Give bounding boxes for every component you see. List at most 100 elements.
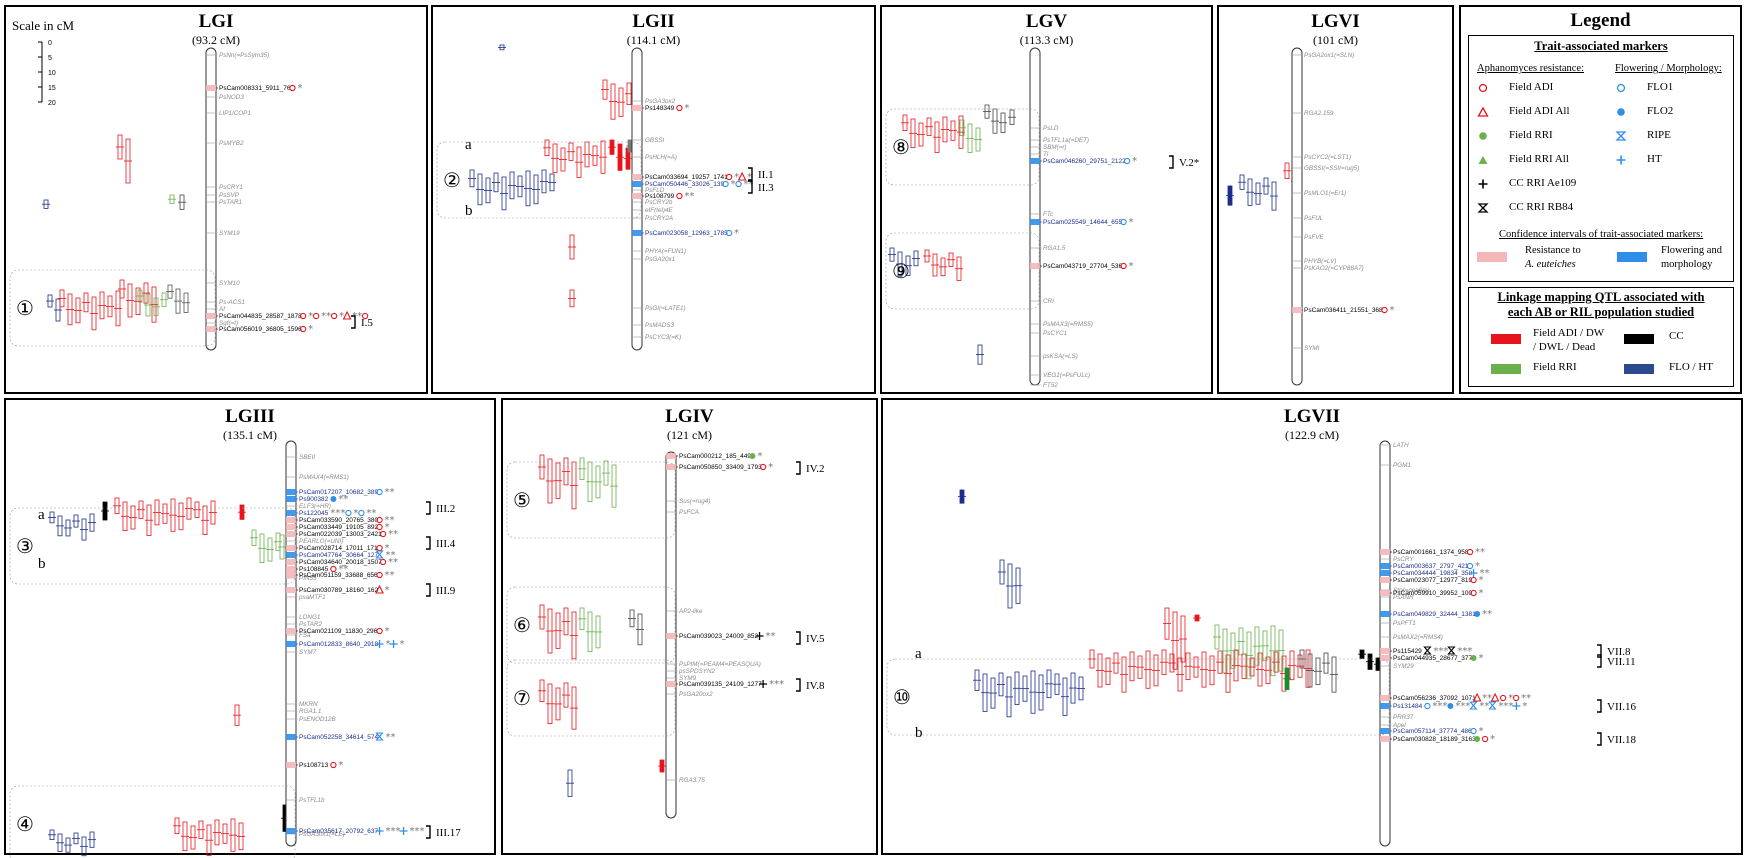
field-adi-marker — [1481, 735, 1489, 743]
significance-star: * — [1484, 701, 1489, 712]
gene-label: PsMYB2 — [219, 140, 244, 147]
gene-label: PsFVE — [1304, 234, 1324, 241]
field-rri-marker — [1474, 736, 1481, 742]
lgvi-title: LGVI — [1311, 11, 1360, 32]
marker-ci — [1380, 563, 1390, 569]
marker-label: Ps108713 — [299, 762, 329, 769]
cc-rri-rb84-hourglass-icon — [1477, 203, 1489, 213]
qtl-bracket — [1169, 155, 1174, 169]
field-adi-marker — [289, 84, 296, 92]
qtl-cc-swatch — [1624, 334, 1654, 344]
qtl-bracket — [426, 536, 431, 550]
marker-ci — [666, 453, 676, 459]
gene-label: SYM9 — [679, 675, 697, 682]
significance-star: * — [1390, 305, 1395, 316]
significance-star: * — [769, 679, 774, 690]
significance-star: * — [1465, 701, 1470, 712]
marker-label: Ps108845 — [299, 566, 329, 573]
group-lgi: PsNn(=PsSym35) PsNOD3 LIP1/COP1 PsMYB2 PsCRY… — [9, 47, 373, 351]
gene-label: Ps-ACS1 — [219, 299, 245, 306]
gene-label: PsFCA — [679, 509, 699, 516]
marker-label: PsCam039135_24109_1277 — [679, 681, 762, 688]
qtl-flo-ht-label: FLO / HT — [1669, 361, 1713, 373]
hourglass-marker — [1447, 646, 1456, 655]
qtl-label: VII.18 — [1607, 734, 1637, 746]
legend-field-adi: Field ADI — [1509, 81, 1554, 93]
marker-label: PsCam022039_13003_2421 — [299, 531, 382, 538]
gene-label: PsFUL — [1304, 215, 1324, 222]
field-adi-marker — [1120, 218, 1127, 226]
significance-star: * — [335, 508, 340, 519]
significance-star: * — [388, 557, 393, 568]
qtl-bracket — [748, 180, 753, 194]
gene-label: FT52 — [1043, 382, 1058, 389]
significance-star: * — [1503, 701, 1508, 712]
significance-star: * — [391, 550, 396, 561]
haplotype-region — [506, 586, 676, 664]
plus-marker — [399, 827, 408, 835]
gene-label: AP2-like — [678, 608, 703, 615]
significance-star: * — [757, 451, 762, 462]
scale-tick-label: 20 — [48, 100, 56, 107]
significance-star: * — [385, 585, 390, 596]
gene-label: PsLD — [1043, 125, 1059, 132]
significance-star: * — [385, 543, 390, 554]
haplotype-region — [9, 269, 216, 347]
gene-label: LONG1 — [299, 614, 320, 621]
field-adi-marker — [379, 530, 387, 538]
qtl-bracket — [796, 678, 801, 692]
significance-star: * — [1526, 693, 1531, 704]
field-rri-marker — [330, 496, 337, 502]
gene-label: RGA2.159 — [1304, 110, 1334, 117]
qtl-label: V.2* — [1179, 157, 1199, 169]
marker-label: PsCam049829_32444_1381 — [1393, 611, 1476, 618]
field-adi-marker — [735, 180, 742, 188]
hourglass-marker — [1423, 646, 1432, 655]
marker-ci — [286, 828, 296, 834]
field-adi-marker — [299, 325, 307, 333]
group-lgiv: Sus(=rug4) PsFCA AP2-like PsPIM(=PEAM4=PEAS… — [506, 451, 825, 819]
chromosome-lgvii — [1379, 440, 1391, 847]
marker-ci — [632, 230, 642, 236]
marker-ci — [286, 641, 296, 647]
field-adi-marker — [330, 312, 338, 320]
subregion-label: b — [465, 203, 473, 219]
marker-label: PsCam059910_39952_100 — [1393, 590, 1473, 597]
gene-label: PsNn(=PsSym35) — [219, 52, 269, 59]
significance-star: * — [1479, 575, 1484, 586]
marker-label: PsCam021109_11830_296 — [299, 628, 378, 635]
field-adi-marker — [1466, 548, 1474, 556]
gene-label: CRI — [1043, 298, 1054, 305]
gene-label: psaMTF1 — [298, 594, 326, 601]
significance-star: * — [386, 732, 391, 743]
marker-label: PsCam052258_34614_574 — [299, 734, 379, 741]
scale-tick-label: 0 — [48, 40, 52, 47]
subregion-label: a — [465, 137, 472, 153]
qtl-bracket — [426, 583, 431, 597]
significance-star: * — [1475, 547, 1480, 558]
marker-ci — [1380, 703, 1390, 709]
significance-star: * — [386, 826, 391, 837]
marker-label: PsCam028714_17011_171 — [299, 545, 378, 552]
marker-label: Ps122045 — [299, 510, 329, 517]
significance-star: * — [400, 639, 405, 650]
region-number: ⑥ — [513, 613, 531, 637]
marker-label: PsCam056236_37092_1071 — [1393, 695, 1476, 702]
gene-label: VEG1(=PsFULc) — [1043, 372, 1090, 379]
gene-label: Sgf(=I) — [219, 320, 238, 327]
marker-ci — [286, 517, 296, 523]
significance-star: * — [1455, 701, 1460, 712]
gene-label: PsGA20x1 — [645, 256, 675, 263]
lgiv-title: LGIV — [665, 406, 714, 427]
chromosome-lgvi — [1291, 47, 1303, 386]
significance-star: * — [338, 564, 343, 575]
significance-star: * — [1132, 156, 1137, 167]
gene-label: PsKAO2(=CYP88A7) — [1304, 265, 1364, 272]
gene-label: PHYA(=FUN1) — [645, 248, 686, 255]
legend-field-rri-all: Field RRI All — [1509, 153, 1569, 165]
gene-label: PsANR — [1393, 594, 1414, 601]
qtl-bracket — [426, 501, 431, 515]
gene-label: LIP1/COP1 — [219, 110, 251, 117]
marker-ci — [286, 587, 296, 593]
